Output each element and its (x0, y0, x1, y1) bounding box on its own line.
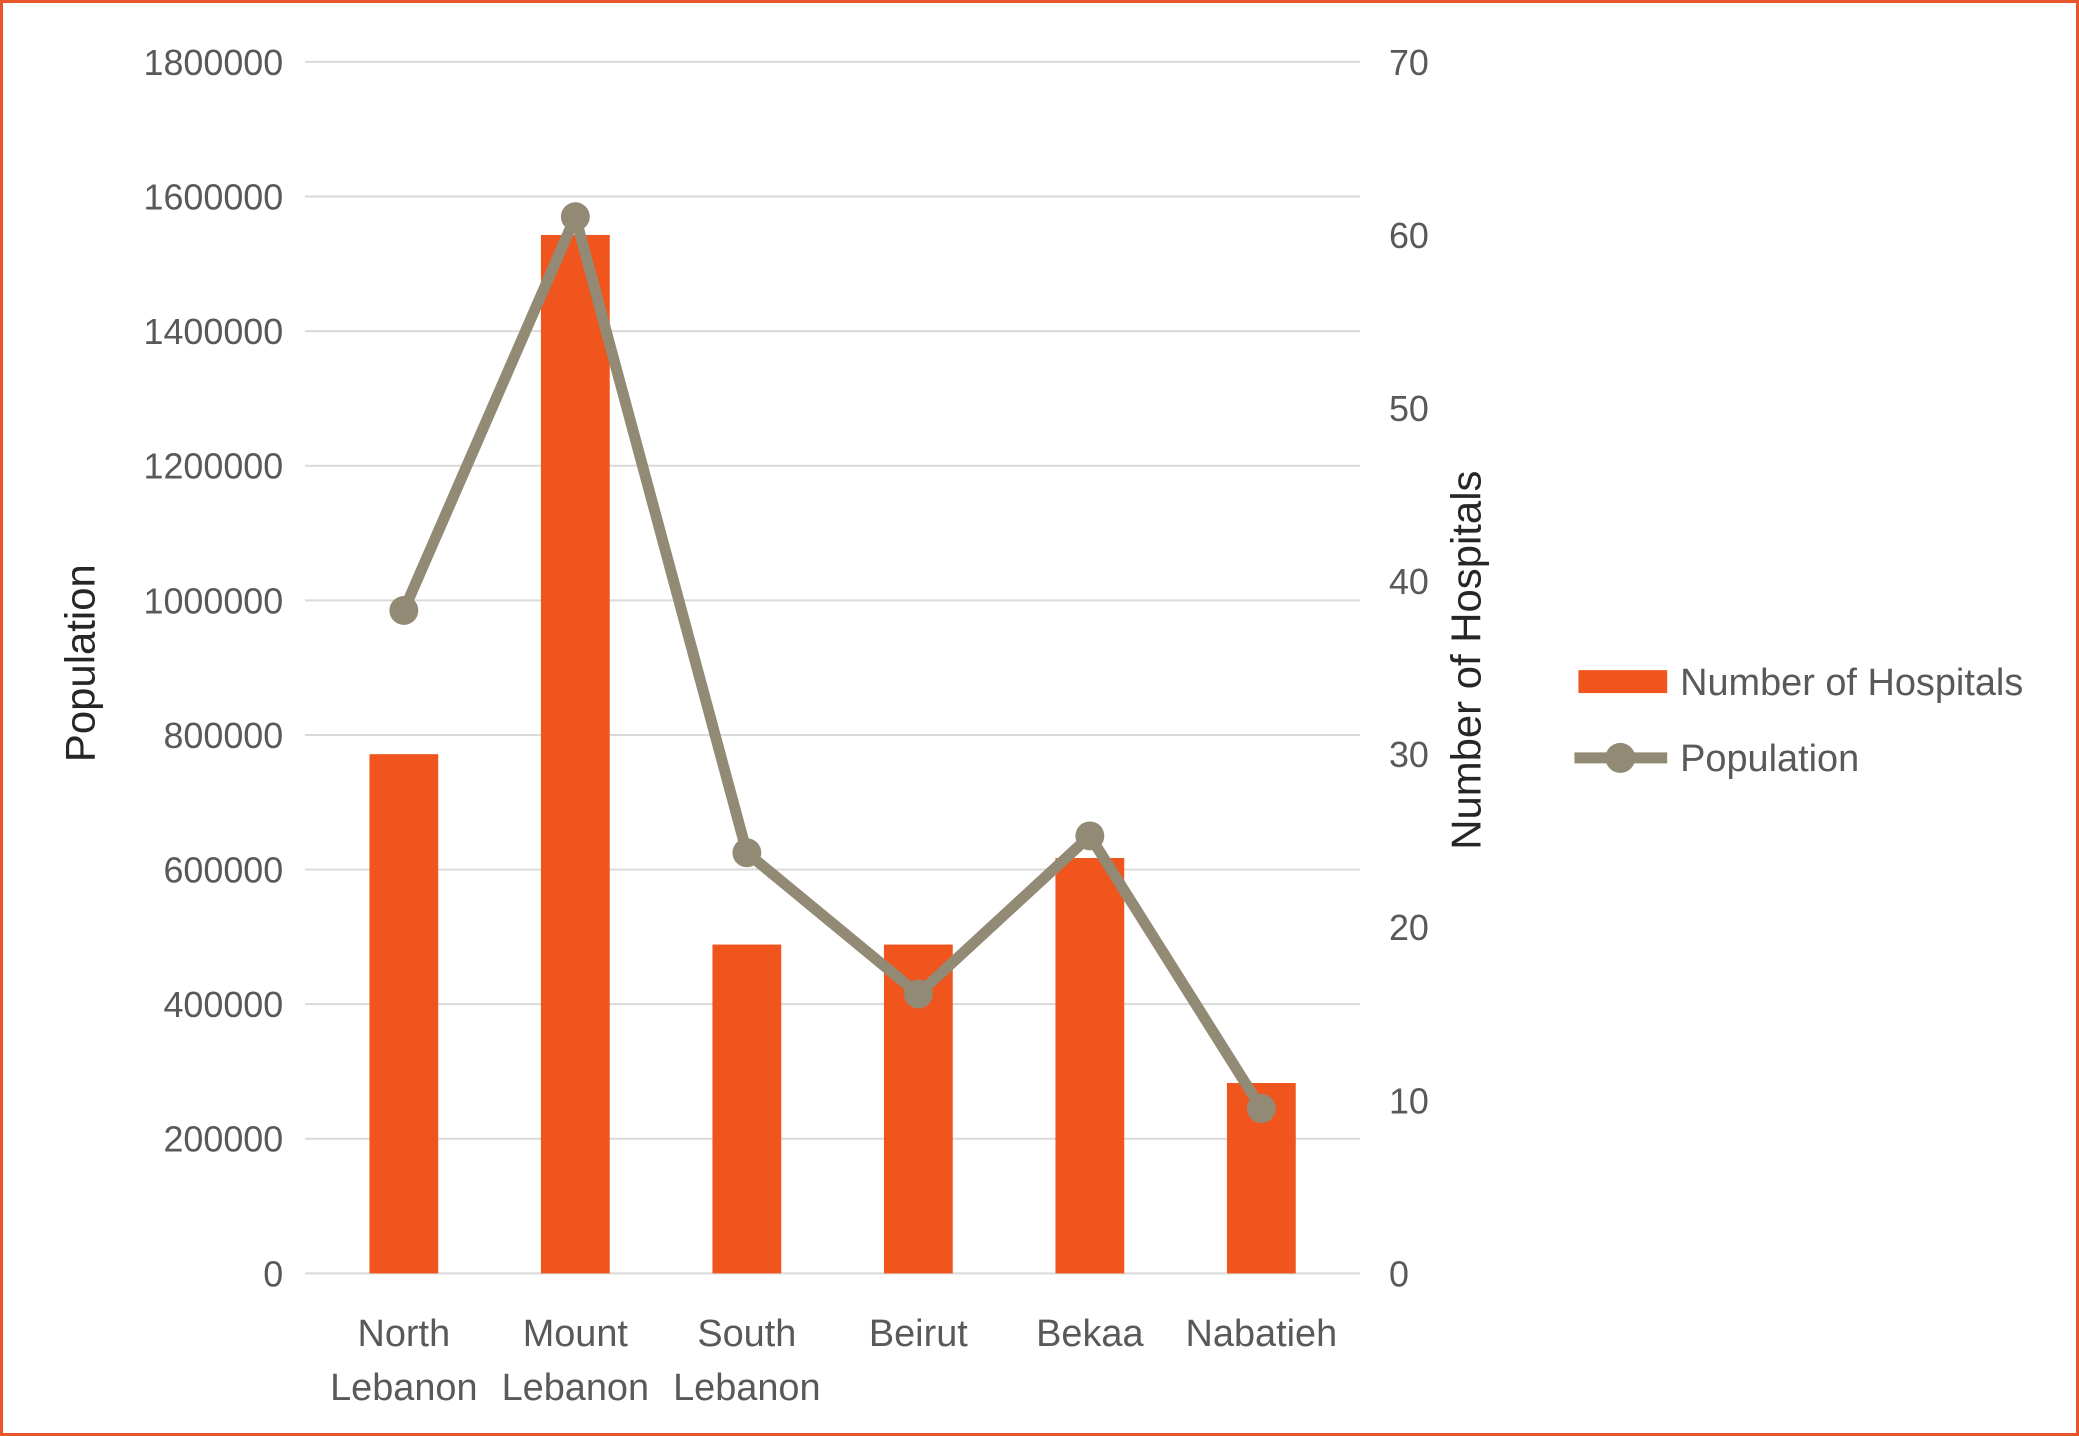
bars-group (369, 234, 1296, 1274)
x-axis-category-label: Nabatieh (1186, 1313, 1338, 1355)
left-axis-tick-label: 400000 (163, 985, 283, 1025)
line-marker-beirut (903, 979, 933, 1009)
right-axis-tick-label: 30 (1389, 735, 1429, 775)
line-marker-mount-lebanon (560, 202, 590, 232)
right-axis-tick-label: 10 (1389, 1081, 1429, 1121)
x-axis-category-label: Beirut (869, 1313, 968, 1355)
population-line-group (389, 202, 1276, 1123)
line-marker-south-lebanon (732, 838, 762, 868)
legend-line-marker-icon (1605, 742, 1636, 773)
line-marker-north-lebanon (389, 595, 419, 625)
legend: Number of Hospitals Population (1574, 662, 2023, 780)
right-axis-tick-label: 70 (1389, 43, 1429, 83)
population-line (398, 211, 1267, 1114)
left-axis-tick-label: 1000000 (144, 581, 284, 621)
line-marker-bekaa (1075, 821, 1105, 851)
right-axis-tick-label: 0 (1389, 1254, 1409, 1294)
left-axis-tick-label: 800000 (163, 716, 283, 756)
legend-label-population: Population (1680, 738, 1859, 780)
line-marker-nabatieh (1246, 1094, 1276, 1123)
left-axis-tick-label: 0 (263, 1254, 283, 1294)
bar-bekaa (1055, 858, 1125, 1274)
gridlines-group (305, 60, 1361, 1275)
left-axis-tick-label: 1800000 (144, 43, 284, 83)
x-axis-category-label: Mount Lebanon (502, 1313, 649, 1409)
bar-mount-lebanon (540, 234, 610, 1274)
bar-north-lebanon (369, 754, 439, 1274)
left-axis-tick-label: 1600000 (144, 177, 284, 217)
right-axis-tick-label: 20 (1389, 908, 1429, 948)
right-axis-title: Number of Hospitals (1443, 471, 1490, 850)
right-axis-tick-label: 40 (1389, 562, 1429, 602)
right-axis-tick-label: 60 (1389, 216, 1429, 256)
legend-label-hospitals: Number of Hospitals (1680, 662, 2023, 704)
x-axis-category-label: Bekaa (1036, 1313, 1144, 1355)
left-axis-tick-labels: 0 200000 400000 600000 800000 1000000 1200000 1… (144, 43, 284, 1294)
left-axis-tick-label: 600000 (163, 851, 283, 891)
hospitals-population-chart: 0 200000 400000 600000 800000 1000000 1200000 1… (57, 43, 2024, 1409)
x-axis-category-label: South Lebanon (673, 1313, 820, 1409)
bar-south-lebanon (712, 944, 782, 1274)
x-axis-category-label: North Lebanon (330, 1313, 477, 1409)
left-axis-title: Population (57, 564, 104, 762)
legend-bar-swatch (1578, 670, 1668, 694)
right-axis-tick-labels: 0 10 20 30 40 50 60 70 (1389, 43, 1429, 1294)
left-axis-tick-label: 1400000 (144, 312, 284, 352)
left-axis-tick-label: 200000 (163, 1120, 283, 1160)
left-axis-tick-label: 1200000 (144, 447, 284, 487)
right-axis-tick-label: 50 (1389, 389, 1429, 429)
